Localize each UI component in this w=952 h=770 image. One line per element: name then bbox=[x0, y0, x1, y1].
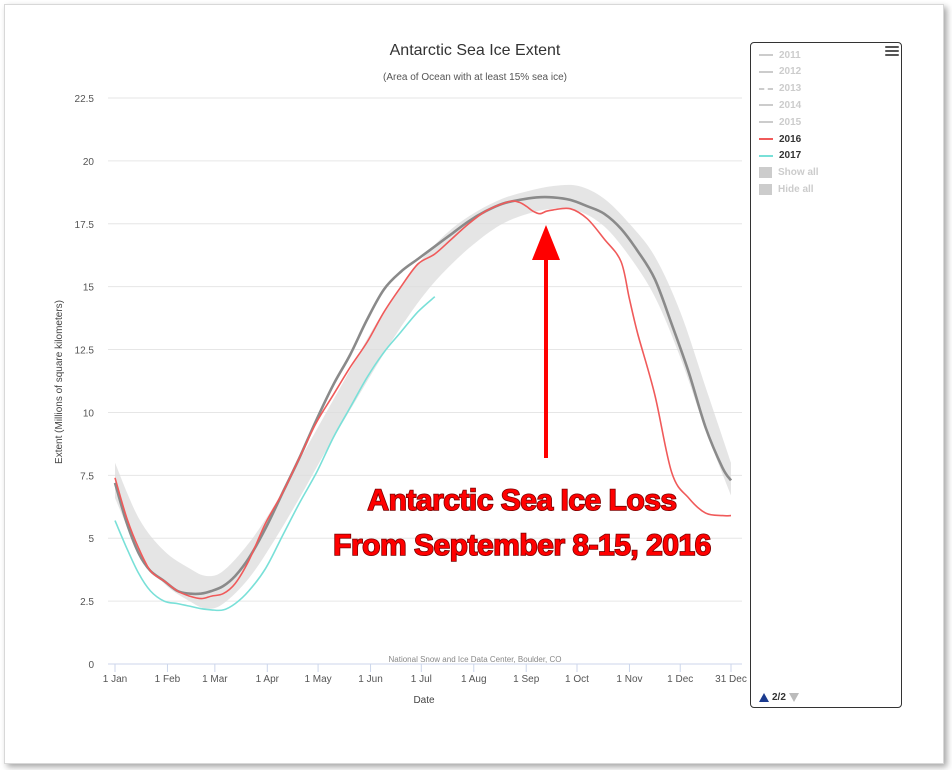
legend-square-icon bbox=[759, 167, 772, 179]
legend-line-swatch bbox=[759, 154, 773, 157]
y-tick-label: 12.5 bbox=[75, 346, 95, 357]
legend-square-icon bbox=[759, 183, 772, 195]
x-tick-label: 1 Apr bbox=[256, 674, 280, 685]
x-tick-label: 1 Jan bbox=[103, 674, 127, 685]
chart-title: Antarctic Sea Ice Extent bbox=[390, 42, 561, 59]
legend-item-2014[interactable]: 2014 bbox=[759, 97, 801, 113]
legend-item-hide-all[interactable]: Hide all bbox=[759, 181, 814, 197]
legend-line-swatch bbox=[759, 87, 773, 90]
legend-pager: 2/2 bbox=[759, 692, 799, 703]
series-line-2016[interactable] bbox=[114, 200, 732, 600]
legend-panel: 2011 2012 2013 2014 2015 2016 2017 Show all Hide… bbox=[750, 42, 902, 708]
legend-item-label: 2013 bbox=[779, 83, 802, 95]
x-tick-label: 1 Feb bbox=[155, 674, 181, 685]
x-tick-label: 31 Dec bbox=[715, 674, 747, 685]
y-tick-label: 20 bbox=[83, 157, 95, 168]
x-tick-label: 1 Mar bbox=[202, 674, 228, 685]
legend-item-label: 2016 bbox=[779, 133, 802, 145]
pager-text: 2/2 bbox=[772, 692, 786, 703]
y-tick-label: 2.5 bbox=[80, 597, 94, 608]
interdecile-range-band bbox=[115, 184, 731, 609]
legend-item-2016[interactable]: 2016 bbox=[759, 131, 801, 147]
pager-up-arrow-icon[interactable] bbox=[759, 693, 769, 702]
x-tick-label: 1 Jul bbox=[411, 674, 432, 685]
y-tick-label: 17.5 bbox=[75, 220, 95, 231]
legend-item-2015[interactable]: 2015 bbox=[759, 114, 801, 130]
legend-item-2017[interactable]: 2017 bbox=[759, 148, 801, 164]
y-tick-label: 22.5 bbox=[75, 94, 95, 105]
y-axis-title: Extent (Millions of square kilometers) bbox=[54, 300, 65, 464]
x-tick-label: 1 Sep bbox=[513, 674, 540, 685]
legend-item-label: Show all bbox=[778, 167, 819, 179]
median-line bbox=[113, 195, 733, 596]
x-tick-label: 1 Oct bbox=[565, 674, 589, 685]
pager-down-arrow-icon[interactable] bbox=[788, 693, 799, 702]
legend-line-swatch bbox=[759, 54, 773, 56]
legend-line-swatch bbox=[759, 104, 773, 107]
chart-subtitle: (Area of Ocean with at least 15% sea ice… bbox=[383, 72, 567, 83]
legend-item-2012[interactable]: 2012 bbox=[759, 64, 801, 80]
legend-line-swatch bbox=[759, 70, 773, 73]
legend-item-label: 2017 bbox=[779, 150, 802, 162]
legend-line-swatch bbox=[759, 138, 773, 140]
legend-item-show-all[interactable]: Show all bbox=[759, 165, 819, 181]
y-tick-label: 10 bbox=[83, 408, 95, 419]
annotation-line-1: Antarctic Sea Ice Loss bbox=[367, 484, 676, 517]
x-tick-label: 1 Dec bbox=[667, 674, 693, 685]
legend-item-label: 2014 bbox=[779, 99, 802, 111]
y-tick-label: 7.5 bbox=[80, 471, 94, 482]
y-tick-label: 0 bbox=[88, 660, 94, 671]
annotation-line-2: From September 8-15, 2016 bbox=[333, 529, 711, 562]
hamburger-menu-icon[interactable] bbox=[885, 46, 899, 58]
y-tick-label: 15 bbox=[83, 283, 95, 294]
annotation-arrow-head bbox=[532, 225, 560, 260]
series-line-2017[interactable] bbox=[114, 296, 436, 612]
legend-item-label: 2011 bbox=[779, 49, 801, 61]
chart-credit: National Snow and Ice Data Center, Bould… bbox=[389, 655, 562, 664]
x-axis-title: Date bbox=[413, 695, 435, 706]
x-tick-label: 1 Aug bbox=[461, 674, 487, 685]
legend-item-label: 2012 bbox=[779, 66, 802, 78]
legend-item-label: 2015 bbox=[779, 116, 802, 128]
x-tick-label: 1 Nov bbox=[616, 674, 642, 685]
legend-item-2013[interactable]: 2013 bbox=[759, 81, 801, 97]
legend-item-2011[interactable]: 2011 bbox=[759, 47, 801, 63]
x-tick-label: 1 May bbox=[304, 674, 331, 685]
x-tick-label: 1 Jun bbox=[358, 674, 382, 685]
legend-line-swatch bbox=[759, 121, 773, 124]
y-tick-label: 5 bbox=[88, 534, 94, 545]
legend-item-label: Hide all bbox=[778, 183, 814, 195]
